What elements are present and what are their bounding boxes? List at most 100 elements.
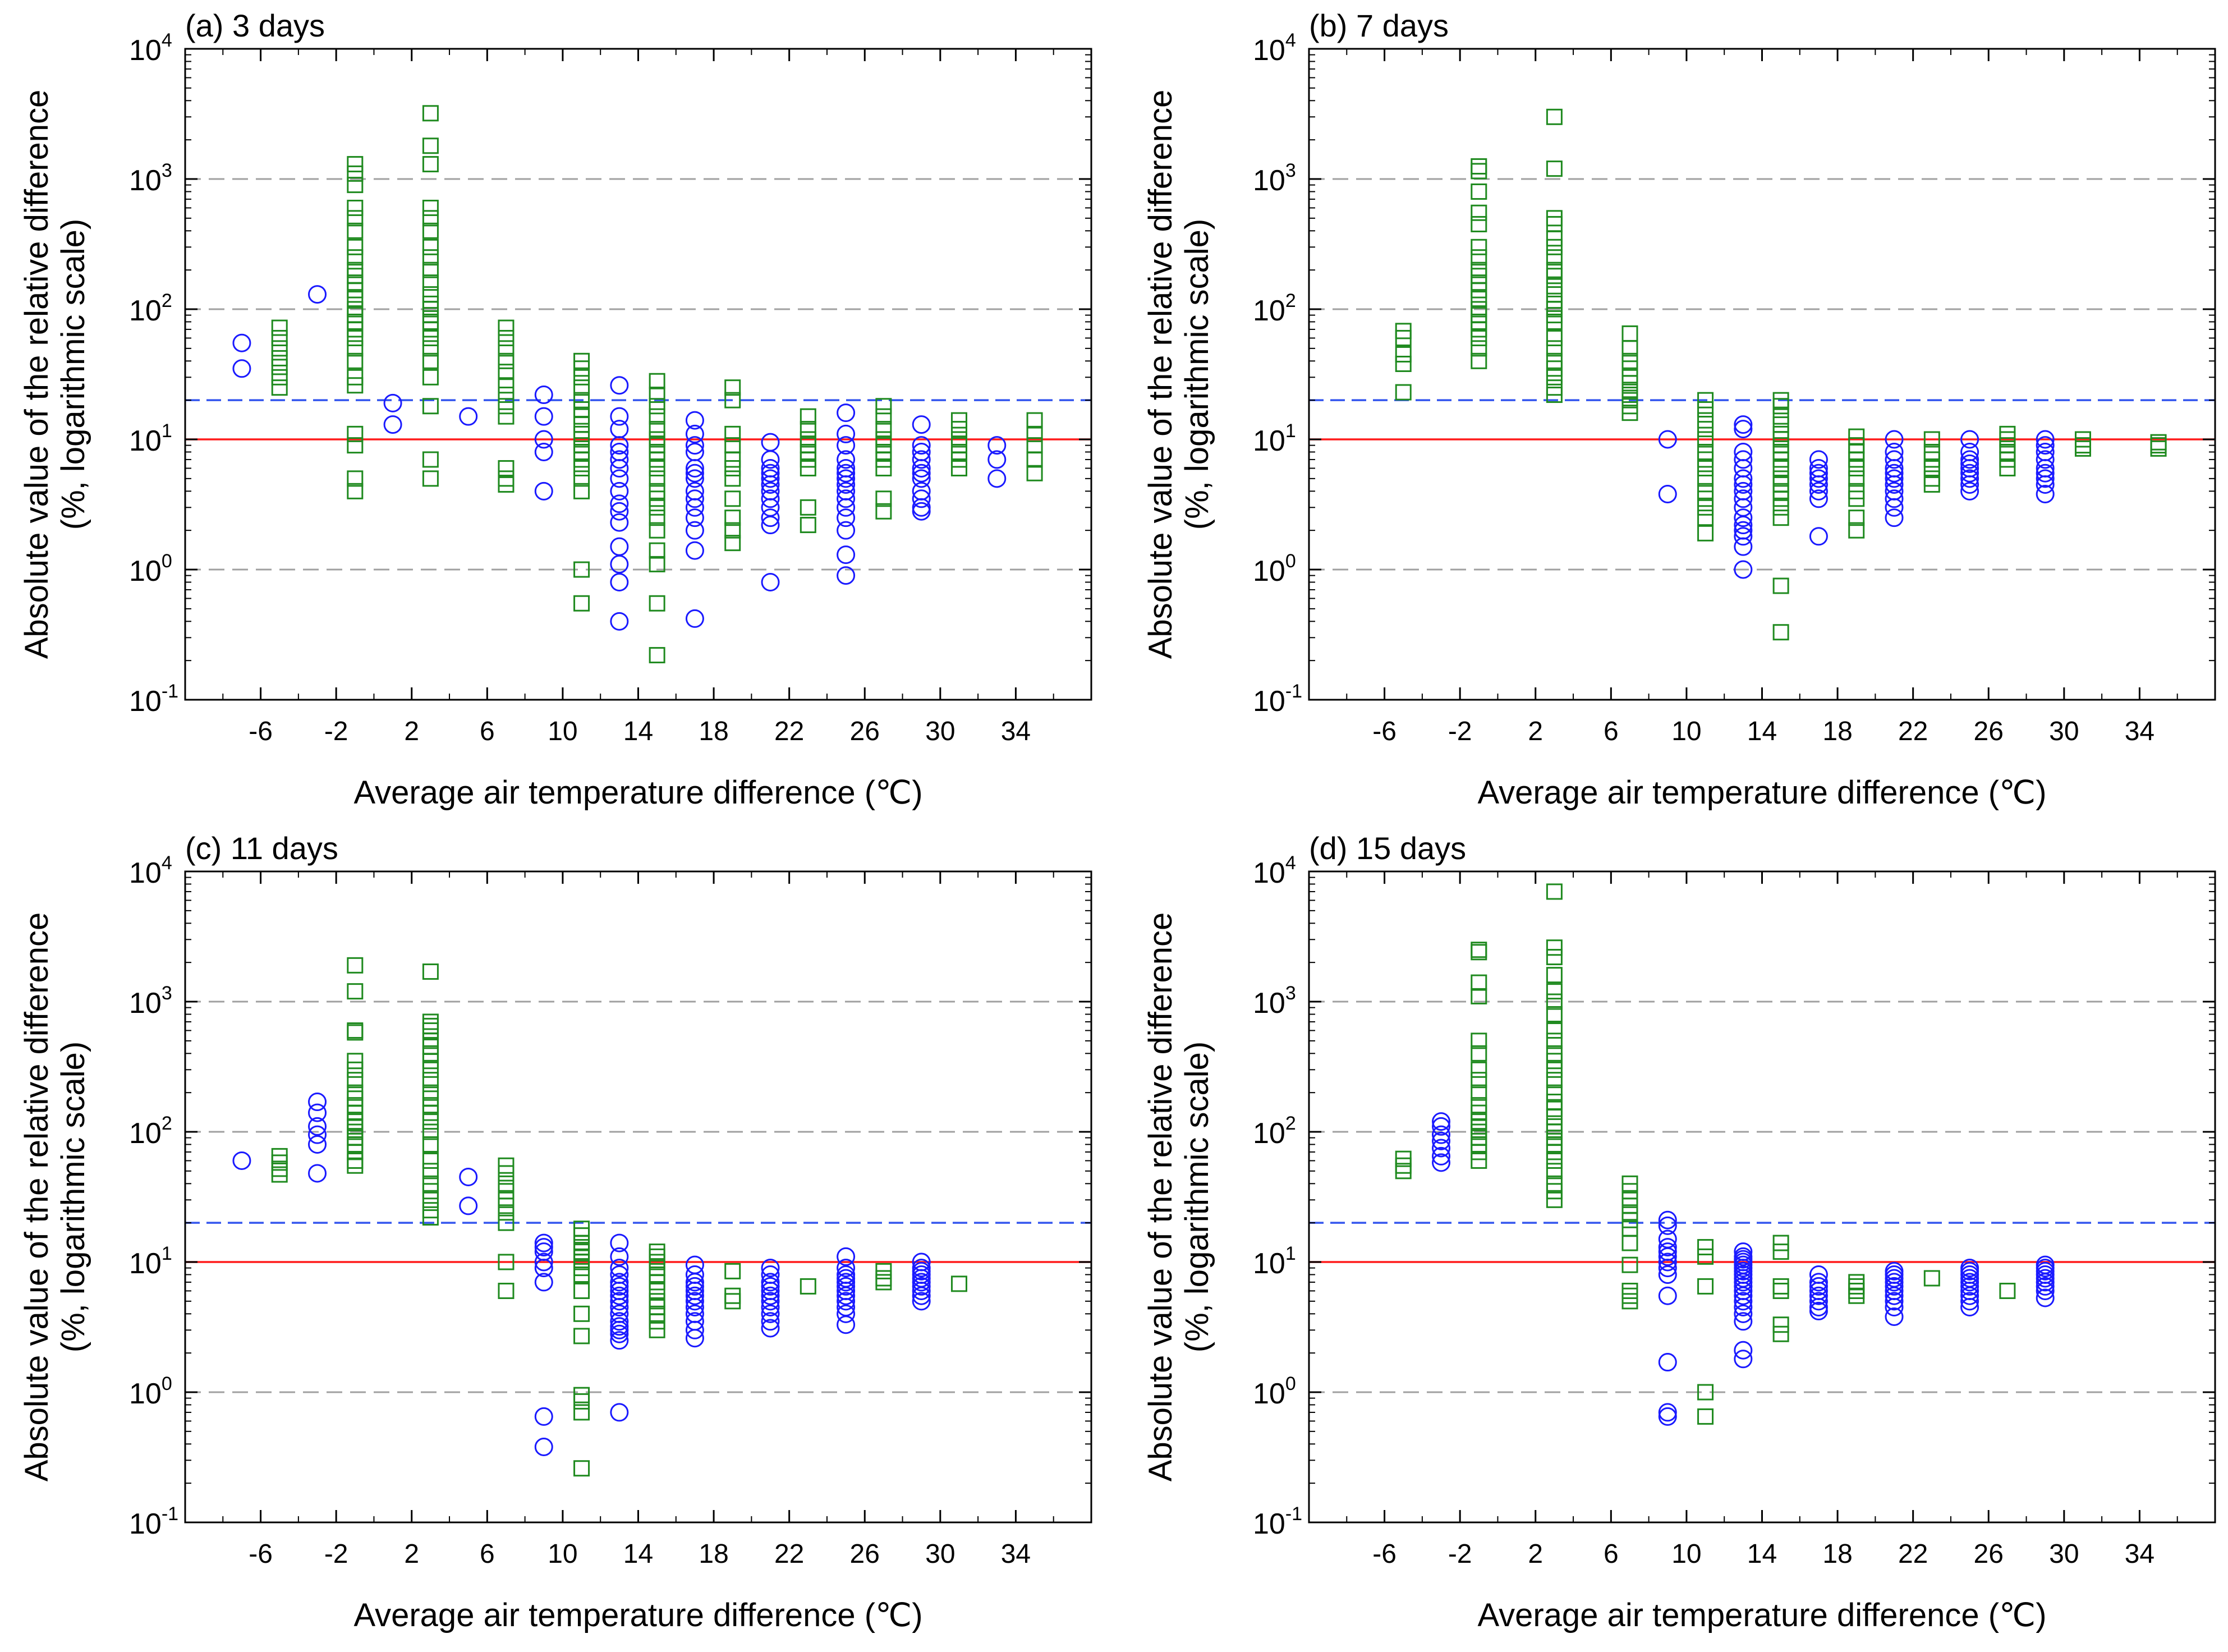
square-point [1546,1022,1563,1039]
square-point [724,1293,741,1310]
square-point [875,421,892,438]
circle-point [534,1273,553,1292]
square-point [422,1136,439,1153]
circle-point [685,1292,704,1311]
square-point [573,1266,590,1283]
circle-point [1658,1286,1677,1305]
circle-point [761,433,780,452]
circle-point [1734,1312,1753,1331]
circle-point [1432,1139,1451,1158]
square-point [347,377,364,394]
square-point [498,1282,514,1299]
square-point [1546,1191,1563,1208]
circle-point [1734,1292,1753,1311]
circle-point [1658,1210,1677,1229]
square-point [649,373,665,389]
circle-point [610,1233,629,1252]
square-point [649,387,665,403]
square-point [573,1387,590,1403]
circle-point [761,1304,780,1323]
circle-point [610,612,629,631]
panel-title: (d) 15 days [1309,830,1466,866]
square-point [347,425,364,442]
y-tick-label: 101 [129,1243,172,1280]
square-point [347,222,364,239]
circle-point [534,1437,553,1456]
circle-point [534,1259,553,1278]
square-point [724,535,741,552]
square-point [1772,1243,1789,1260]
circle-point [459,407,478,426]
square-point [1772,1316,1789,1333]
circle-point [534,481,553,501]
square-point [422,340,439,357]
circle-point [1960,464,1979,483]
circle-point [1734,450,1753,469]
square-point [422,321,439,338]
circle-point [1734,527,1753,546]
circle-point [1432,1131,1451,1150]
square-point [1697,490,1714,507]
x-tick-label: 18 [699,717,728,746]
y-axis-label: Absolute value of the relative differenc… [1142,90,1179,659]
circle-point [383,415,402,434]
y-tick-label: 10-1 [129,681,178,718]
square-point [1697,392,1714,409]
square-point [1395,384,1412,401]
square-point [573,460,590,476]
square-point [422,1163,439,1180]
circle-point [1809,1286,1828,1305]
square-point [271,329,288,346]
square-point [1772,1235,1789,1251]
square-point [1546,1072,1563,1089]
circle-point [383,393,402,412]
square-point [1772,451,1789,468]
circle-point [1960,430,1979,449]
circle-point [685,1277,704,1296]
circle-point [685,424,704,443]
square-point [573,360,590,377]
x-tick-label: 14 [1747,1539,1777,1569]
circle-point [1960,475,1979,494]
x-tick-label: -6 [1372,1539,1396,1569]
circle-point [1734,1350,1753,1369]
square-point [498,1214,514,1231]
circle-point [837,424,856,443]
square-point [1923,476,1940,493]
circle-point [837,508,856,527]
x-tick-label: -6 [1372,717,1396,746]
square-point [1471,1104,1487,1121]
circle-point [987,436,1007,455]
circle-point [610,481,629,501]
square-point [573,1243,590,1260]
square-point [649,1321,665,1338]
square-point [1471,329,1487,346]
circle-point [1809,481,1828,501]
square-point [573,451,590,468]
y-axis-label-sub: (%, logarithmic scale) [55,1041,91,1352]
circle-point [685,481,704,501]
circle-point [610,1312,629,1331]
panel-title: (c) 11 days [185,830,338,866]
circle-point [685,1320,704,1339]
square-point [498,476,514,493]
square-point [950,460,967,476]
circle-point [534,1252,553,1272]
square-point [1471,163,1487,180]
square-point [347,249,364,266]
circle-point [610,450,629,469]
square-point [422,963,439,980]
square-point [1546,939,1563,956]
square-point [573,369,590,386]
circle-point [1809,1292,1828,1311]
x-tick-label: 22 [774,1539,804,1569]
circle-point [534,1407,553,1426]
circle-point [610,554,629,573]
panel-title: (b) 7 days [1309,8,1449,43]
square-point [724,425,741,442]
square-point [875,460,892,476]
square-point [347,282,364,299]
circle-point [610,376,629,395]
square-point [800,499,816,516]
